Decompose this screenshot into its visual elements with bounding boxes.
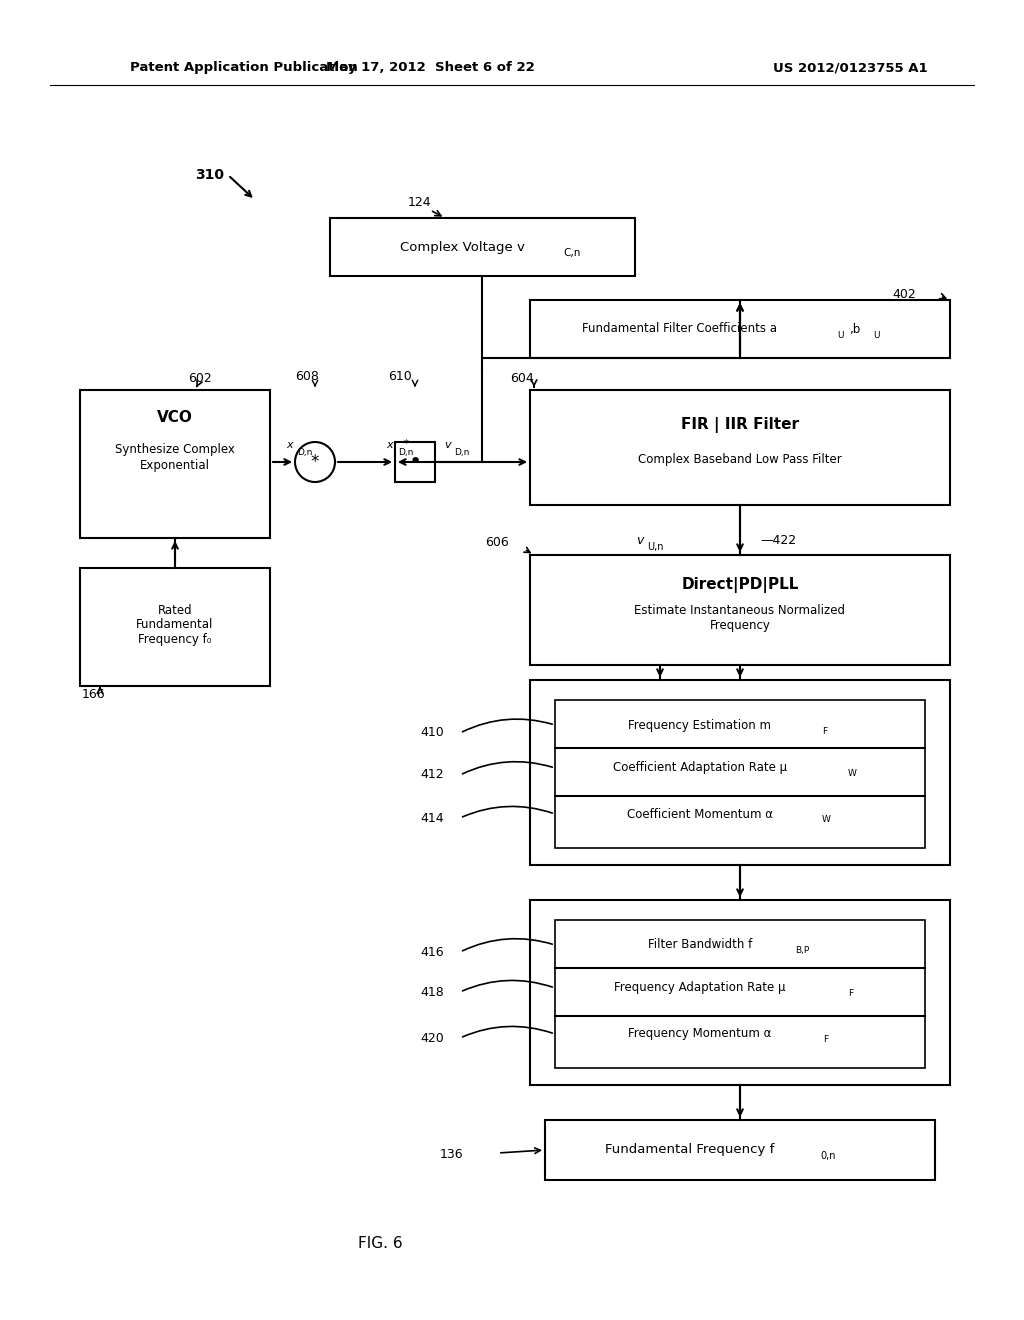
Text: *: *: [403, 440, 409, 449]
Text: Exponential: Exponential: [140, 459, 210, 473]
Text: FIG. 6: FIG. 6: [357, 1236, 402, 1250]
Text: Frequency: Frequency: [710, 619, 770, 631]
Bar: [530, 900, 950, 1085]
Text: 608: 608: [295, 370, 318, 383]
Text: Frequency Estimation m: Frequency Estimation m: [629, 718, 771, 731]
Text: FIR | IIR Filter: FIR | IIR Filter: [681, 417, 799, 433]
Text: 310: 310: [195, 168, 224, 182]
Bar: [330, 218, 635, 276]
Text: Coefficient Momentum α: Coefficient Momentum α: [627, 808, 773, 821]
Bar: [545, 1119, 935, 1180]
Text: Frequency f₀: Frequency f₀: [138, 634, 212, 647]
Text: 610: 610: [388, 370, 412, 383]
Text: Fundamental Frequency f: Fundamental Frequency f: [605, 1143, 775, 1156]
Text: x: x: [287, 440, 293, 450]
Text: U: U: [872, 330, 880, 339]
Text: 416: 416: [420, 945, 443, 958]
Text: 602: 602: [188, 371, 212, 384]
Text: D,n: D,n: [455, 447, 470, 457]
Text: W: W: [848, 770, 856, 779]
Text: Synthesize Complex: Synthesize Complex: [115, 444, 234, 457]
Text: C,n: C,n: [563, 248, 581, 257]
Text: v: v: [636, 533, 644, 546]
Text: 420: 420: [420, 1031, 443, 1044]
Text: U: U: [837, 330, 843, 339]
Bar: [530, 389, 950, 506]
Text: F: F: [822, 726, 827, 735]
Bar: [80, 389, 270, 539]
Bar: [530, 680, 950, 865]
Text: US 2012/0123755 A1: US 2012/0123755 A1: [773, 62, 928, 74]
Text: 414: 414: [420, 812, 443, 825]
Text: 418: 418: [420, 986, 443, 998]
Text: v: v: [444, 440, 452, 450]
Text: D,n: D,n: [398, 447, 414, 457]
Circle shape: [295, 442, 335, 482]
Text: Complex Voltage v: Complex Voltage v: [399, 240, 524, 253]
Text: 402: 402: [892, 288, 915, 301]
Text: Coefficient Adaptation Rate μ: Coefficient Adaptation Rate μ: [613, 762, 787, 775]
Text: D,n: D,n: [297, 447, 312, 457]
Text: 0,n: 0,n: [820, 1151, 836, 1162]
Text: Filter Bandwidth f: Filter Bandwidth f: [648, 939, 752, 952]
Text: Frequency Adaptation Rate μ: Frequency Adaptation Rate μ: [614, 982, 785, 994]
Text: x: x: [387, 440, 393, 450]
Text: •: •: [409, 451, 422, 473]
Text: *: *: [311, 453, 319, 471]
Text: 412: 412: [420, 768, 443, 781]
Text: 166: 166: [82, 688, 105, 701]
Text: Fundamental: Fundamental: [136, 619, 214, 631]
Text: Direct|PD|PLL: Direct|PD|PLL: [681, 577, 799, 593]
Bar: [555, 920, 925, 1068]
Bar: [530, 300, 950, 358]
Text: F: F: [849, 990, 854, 998]
Bar: [530, 554, 950, 665]
Text: May 17, 2012  Sheet 6 of 22: May 17, 2012 Sheet 6 of 22: [326, 62, 535, 74]
Text: B,P: B,P: [795, 946, 809, 956]
Text: 410: 410: [420, 726, 443, 739]
Text: ,b: ,b: [849, 322, 860, 335]
Text: 124: 124: [408, 195, 432, 209]
Text: Estimate Instantaneous Normalized: Estimate Instantaneous Normalized: [635, 603, 846, 616]
Text: 136: 136: [440, 1148, 464, 1162]
Bar: [555, 700, 925, 847]
Bar: [395, 442, 435, 482]
Text: Frequency Momentum α: Frequency Momentum α: [629, 1027, 772, 1040]
Bar: [80, 568, 270, 686]
Text: F: F: [823, 1035, 828, 1044]
Text: Patent Application Publication: Patent Application Publication: [130, 62, 357, 74]
Text: VCO: VCO: [157, 411, 193, 425]
Text: —422: —422: [760, 533, 796, 546]
Text: Fundamental Filter Coefficients a: Fundamental Filter Coefficients a: [583, 322, 777, 335]
Text: 604: 604: [510, 371, 534, 384]
Text: 606: 606: [485, 536, 509, 549]
Text: Rated: Rated: [158, 603, 193, 616]
Text: U,n: U,n: [647, 543, 664, 552]
Text: Complex Baseband Low Pass Filter: Complex Baseband Low Pass Filter: [638, 454, 842, 466]
Text: W: W: [821, 816, 830, 825]
